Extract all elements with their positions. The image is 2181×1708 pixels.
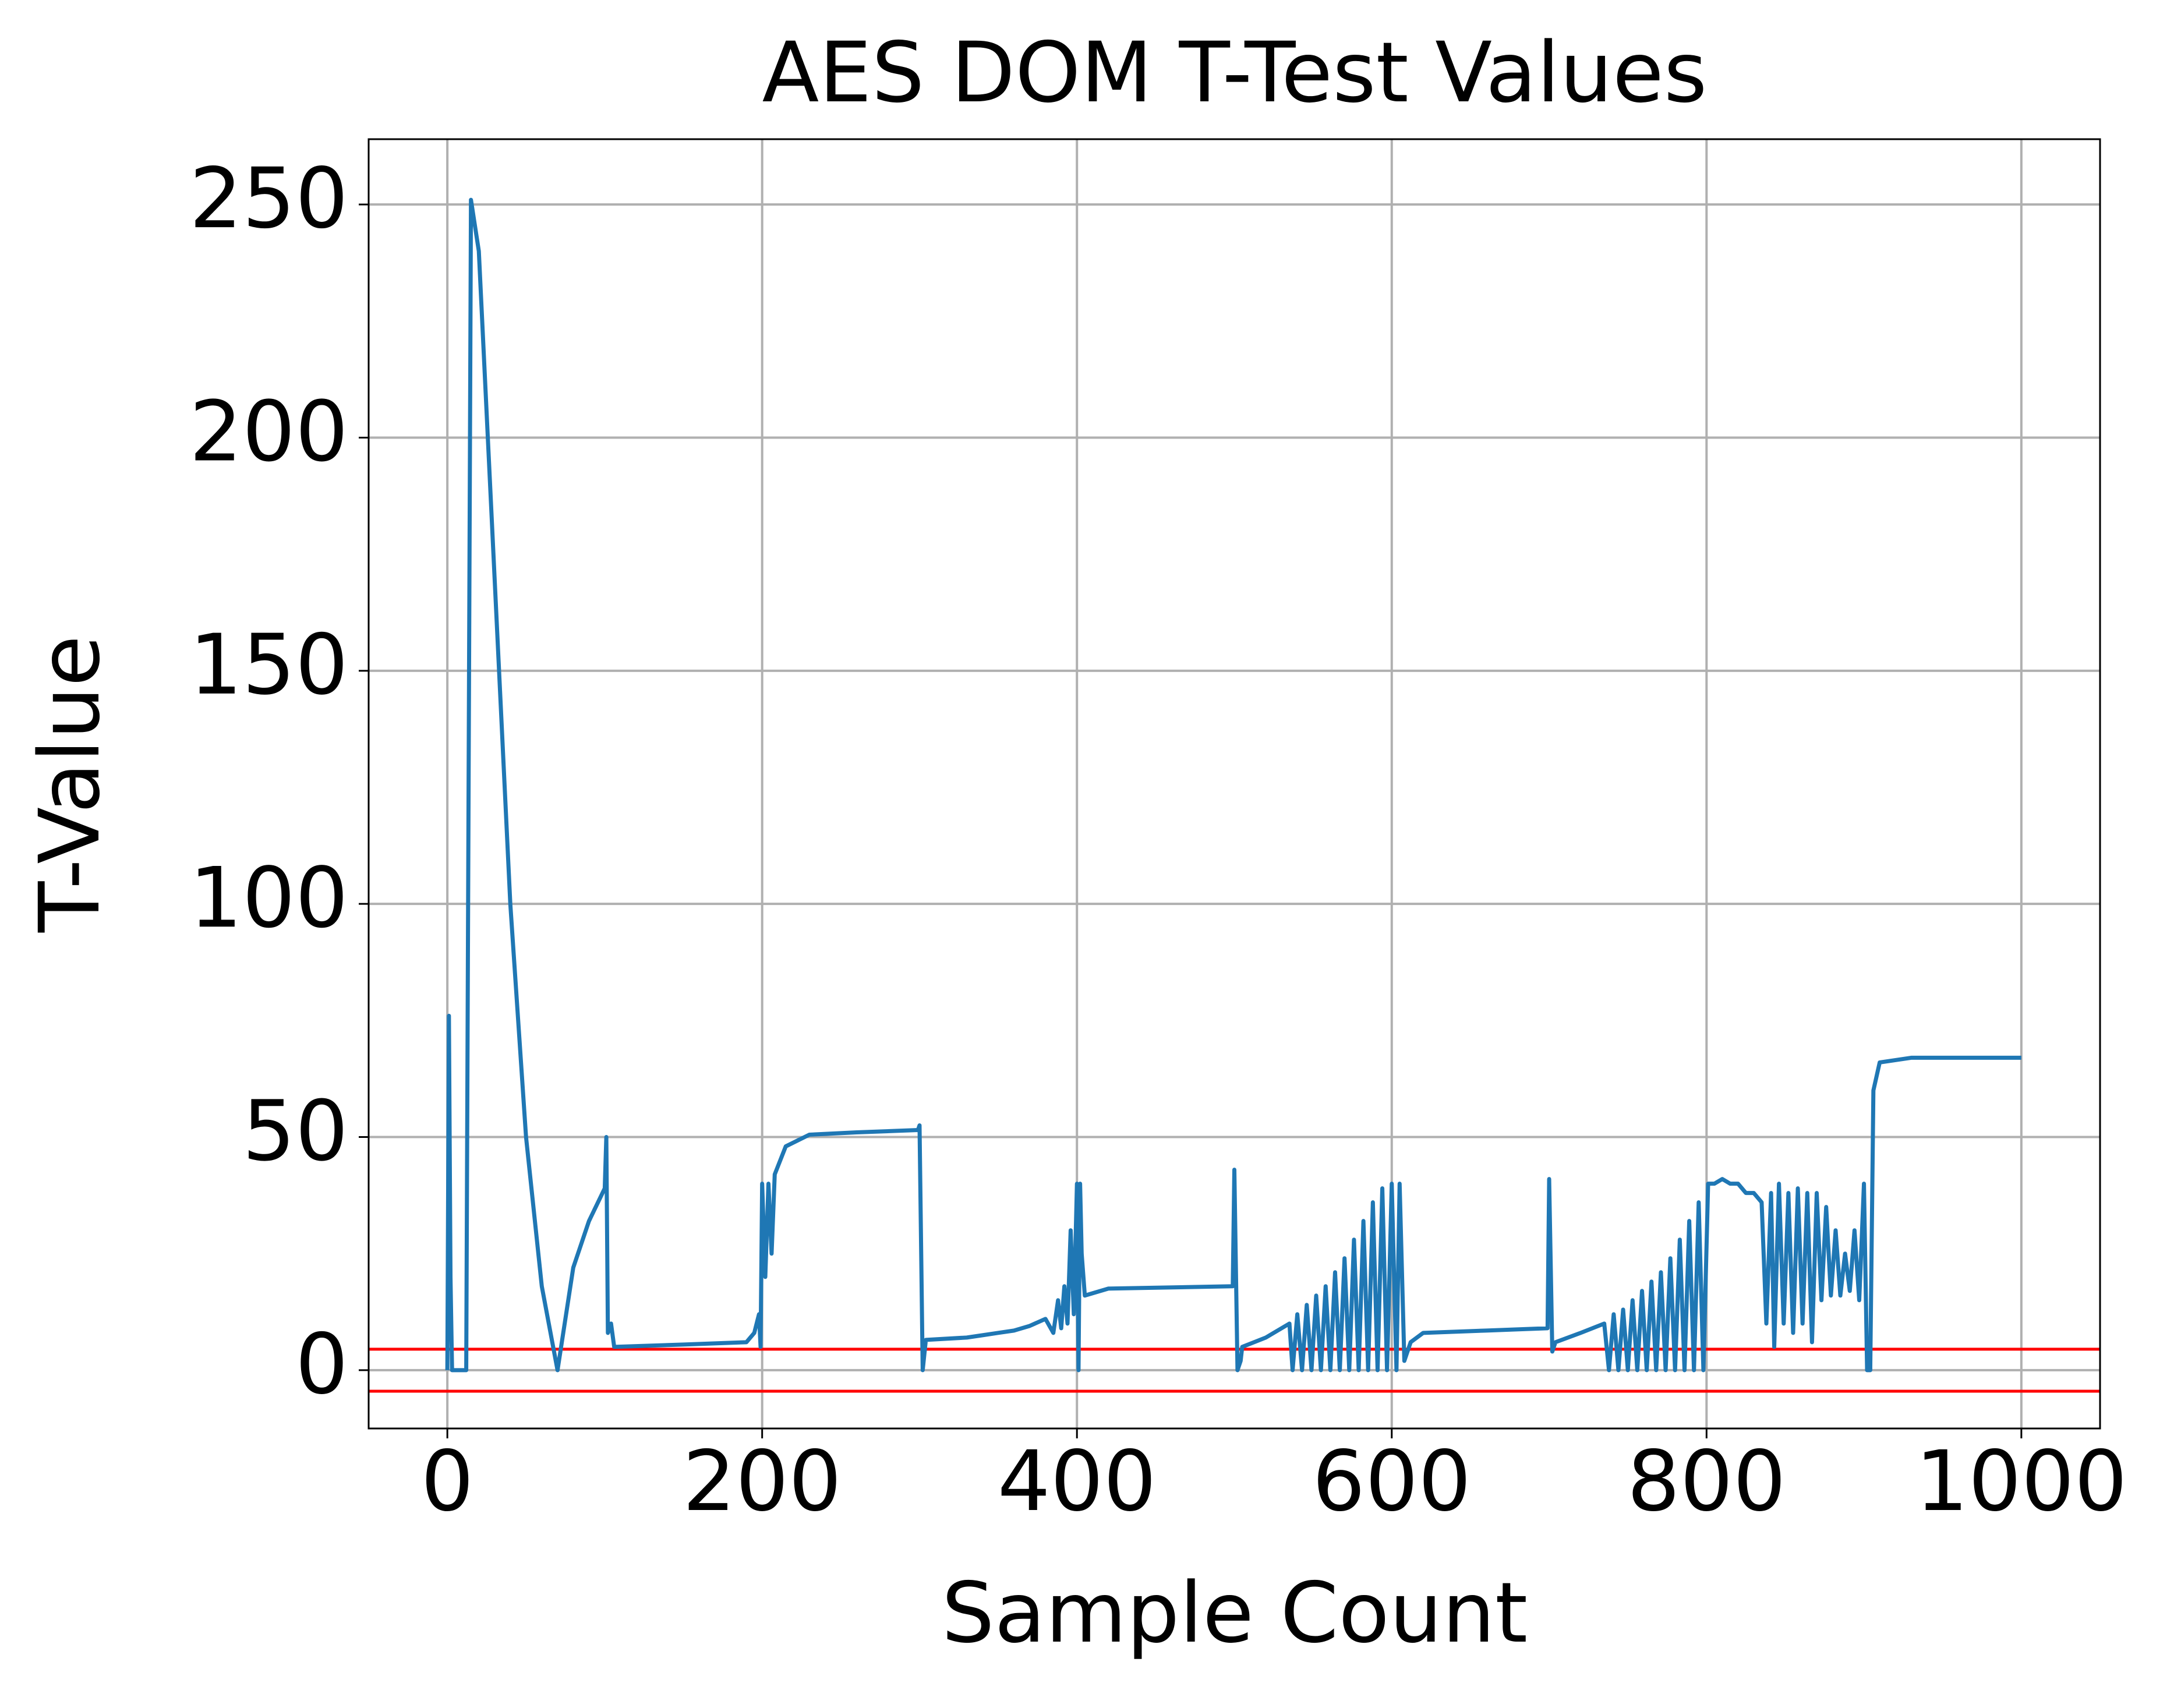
- grid: [369, 139, 2100, 1428]
- x-tick-label: 600: [1312, 1433, 1471, 1530]
- chart-title: AES DOM T-Test Values: [762, 24, 1708, 121]
- y-tick-label: 50: [242, 1083, 348, 1180]
- axes-frame: [367, 138, 2101, 1430]
- x-tick-label: 0: [421, 1433, 474, 1530]
- ticks: 0 200 400 600 800 1000 0 50 100 150 200 250: [189, 150, 2127, 1530]
- x-tick-label: 400: [998, 1433, 1157, 1530]
- y-axis-label: T-Value: [21, 635, 118, 933]
- x-tick-label: 800: [1627, 1433, 1786, 1530]
- x-axis-label: Sample Count: [942, 1564, 1528, 1661]
- y-tick-label: 250: [189, 150, 348, 247]
- y-tick-label: 150: [189, 616, 348, 713]
- data-line: [445, 197, 2021, 1373]
- plot-area: [369, 197, 2100, 1393]
- x-tick-label: 1000: [1915, 1433, 2127, 1530]
- y-tick-label: 0: [295, 1316, 348, 1413]
- y-tick-label: 100: [189, 849, 348, 946]
- x-tick-label: 200: [683, 1433, 842, 1530]
- y-tick-label: 200: [189, 383, 348, 480]
